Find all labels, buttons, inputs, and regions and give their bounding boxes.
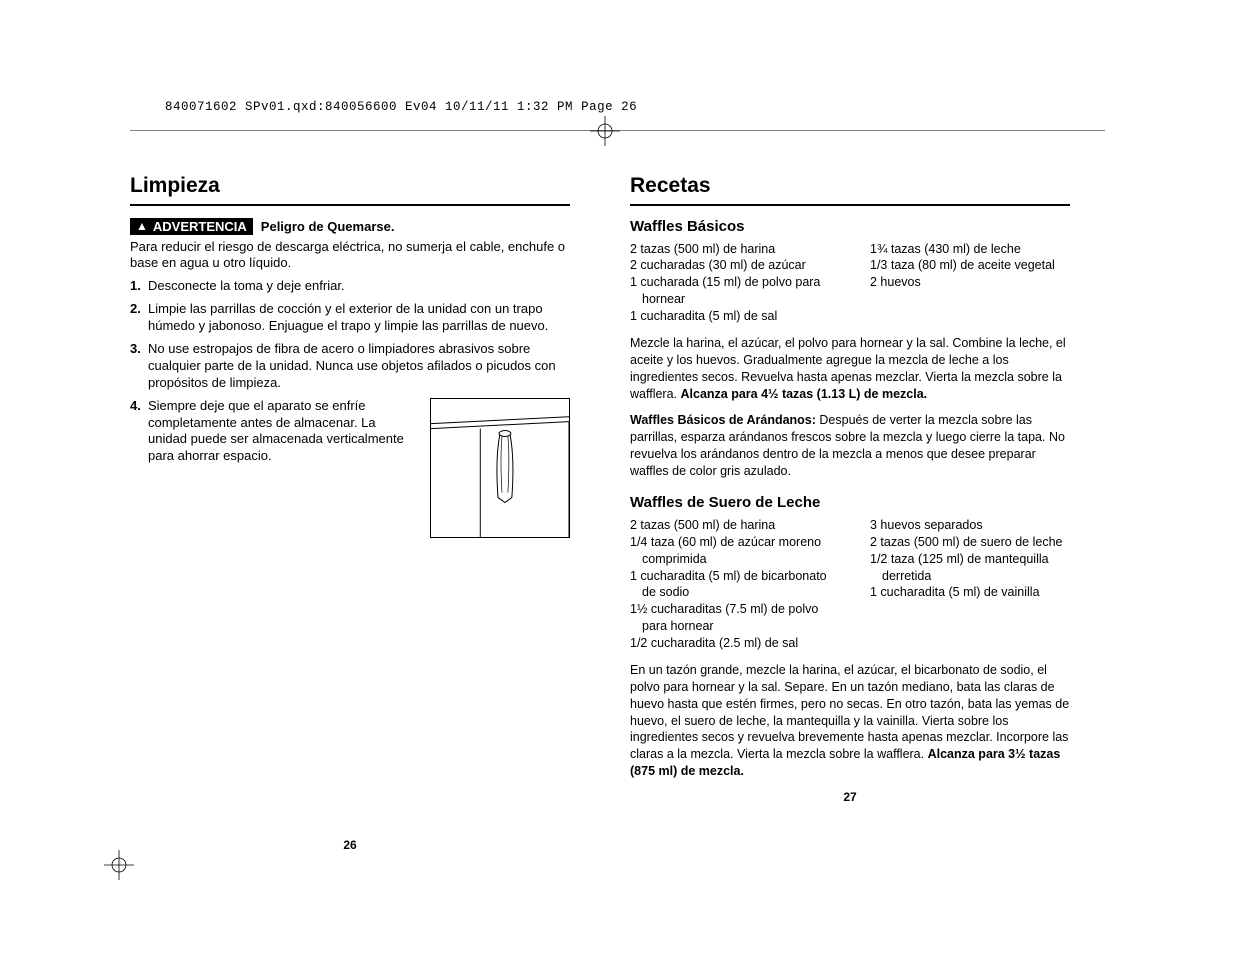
list-item: 2. Limpie las parrillas de cocción y el … bbox=[130, 301, 570, 335]
recipe1-ing-left: 2 tazas (500 ml) de harina 2 cucharadas … bbox=[630, 241, 830, 325]
step-number: 4. bbox=[130, 398, 148, 538]
page-number-right: 27 bbox=[630, 790, 1070, 804]
page-spread: 840071602 SPv01.qxd:840056600 Ev04 10/11… bbox=[130, 100, 1105, 852]
ingredient: 1 cucharadita (5 ml) de bicarbonato de s… bbox=[630, 568, 830, 602]
step-number: 2. bbox=[130, 301, 148, 335]
ingredient: 1/2 cucharadita (2.5 ml) de sal bbox=[630, 635, 830, 652]
warning-subhead: Peligro de Quemarse. bbox=[261, 219, 395, 234]
ingredient: 2 tazas (500 ml) de harina bbox=[630, 241, 830, 258]
step-text: Siempre deje que el aparato se enfríe co… bbox=[148, 398, 418, 538]
recipe2-ing-right: 3 huevos separados 2 tazas (500 ml) de s… bbox=[870, 517, 1070, 652]
list-item: 4. Siempre deje que el aparato se enfríe… bbox=[130, 398, 570, 538]
ingredient: 1 cucharada (15 ml) de polvo para hornea… bbox=[630, 274, 830, 308]
ingredient: 1 cucharadita (5 ml) de vainilla bbox=[870, 584, 1070, 601]
header-rule bbox=[130, 130, 1105, 131]
ingredient: 1/3 taza (80 ml) de aceite vegetal bbox=[870, 257, 1070, 274]
recipe1-title: Waffles Básicos bbox=[630, 218, 1070, 235]
right-title-rule bbox=[630, 204, 1070, 206]
recipe1-ing-right: 1¾ tazas (430 ml) de leche 1/3 taza (80 … bbox=[870, 241, 1070, 325]
ingredient: 2 tazas (500 ml) de suero de leche bbox=[870, 534, 1070, 551]
page-number-left: 26 bbox=[130, 838, 570, 852]
registration-mark-top-icon bbox=[590, 116, 620, 146]
ingredient: 2 tazas (500 ml) de harina bbox=[630, 517, 830, 534]
recipe1-instructions: Mezcle la harina, el azúcar, el polvo pa… bbox=[630, 335, 1070, 403]
ingredient: 1½ cucharaditas (7.5 ml) de polvo para h… bbox=[630, 601, 830, 635]
right-page: Recetas Waffles Básicos 2 tazas (500 ml)… bbox=[630, 174, 1070, 852]
left-page: Limpieza ▲ ADVERTENCIA Peligro de Quemar… bbox=[130, 174, 570, 852]
warning-triangle-icon: ▲ bbox=[136, 219, 148, 233]
warning-badge-label: ADVERTENCIA bbox=[153, 219, 247, 234]
step-number: 3. bbox=[130, 341, 148, 392]
step-text: Desconecte la toma y deje enfriar. bbox=[148, 278, 345, 295]
left-title-rule bbox=[130, 204, 570, 206]
recipe2-ing-left: 2 tazas (500 ml) de harina 1/4 taza (60 … bbox=[630, 517, 830, 652]
print-header-text: 840071602 SPv01.qxd:840056600 Ev04 10/11… bbox=[130, 100, 1105, 114]
ingredient: 1/4 taza (60 ml) de azúcar moreno compri… bbox=[630, 534, 830, 568]
cleaning-steps-list: 1. Desconecte la toma y deje enfriar. 2.… bbox=[130, 278, 570, 537]
warning-row: ▲ ADVERTENCIA Peligro de Quemarse. bbox=[130, 218, 570, 235]
left-page-title: Limpieza bbox=[130, 174, 570, 198]
recipe2-ingredients: 2 tazas (500 ml) de harina 1/4 taza (60 … bbox=[630, 517, 1070, 652]
ingredient: 3 huevos separados bbox=[870, 517, 1070, 534]
registration-mark-bottom-icon bbox=[104, 850, 134, 880]
content-spread: Limpieza ▲ ADVERTENCIA Peligro de Quemar… bbox=[130, 174, 1105, 852]
recipe1-yield: Alcanza para 4½ tazas (1.13 L) de mezcla… bbox=[681, 387, 928, 401]
ingredient: 1 cucharadita (5 ml) de sal bbox=[630, 308, 830, 325]
ingredient: 2 cucharadas (30 ml) de azúcar bbox=[630, 257, 830, 274]
ingredient: 1/2 taza (125 ml) de mantequilla derreti… bbox=[870, 551, 1070, 585]
list-item: 1. Desconecte la toma y deje enfriar. bbox=[130, 278, 570, 295]
step4-wrap: Siempre deje que el aparato se enfríe co… bbox=[148, 398, 570, 538]
recipe2-instructions: En un tazón grande, mezcle la harina, el… bbox=[630, 662, 1070, 780]
ingredient: 1¾ tazas (430 ml) de leche bbox=[870, 241, 1070, 258]
step-text: Limpie las parrillas de cocción y el ext… bbox=[148, 301, 570, 335]
list-item: 3. No use estropajos de fibra de acero o… bbox=[130, 341, 570, 392]
step-number: 1. bbox=[130, 278, 148, 295]
right-page-title: Recetas bbox=[630, 174, 1070, 198]
storage-illustration bbox=[430, 398, 570, 538]
warning-badge: ▲ ADVERTENCIA bbox=[130, 218, 253, 235]
ingredient: 2 huevos bbox=[870, 274, 1070, 291]
recipe1-variation: Waffles Básicos de Arándanos: Después de… bbox=[630, 412, 1070, 480]
recipe1-variation-label: Waffles Básicos de Arándanos: bbox=[630, 413, 819, 427]
step-text: No use estropajos de fibra de acero o li… bbox=[148, 341, 570, 392]
recipe2-title: Waffles de Suero de Leche bbox=[630, 494, 1070, 511]
recipe1-ingredients: 2 tazas (500 ml) de harina 2 cucharadas … bbox=[630, 241, 1070, 325]
warning-intro: Para reducir el riesgo de descarga eléct… bbox=[130, 239, 570, 273]
